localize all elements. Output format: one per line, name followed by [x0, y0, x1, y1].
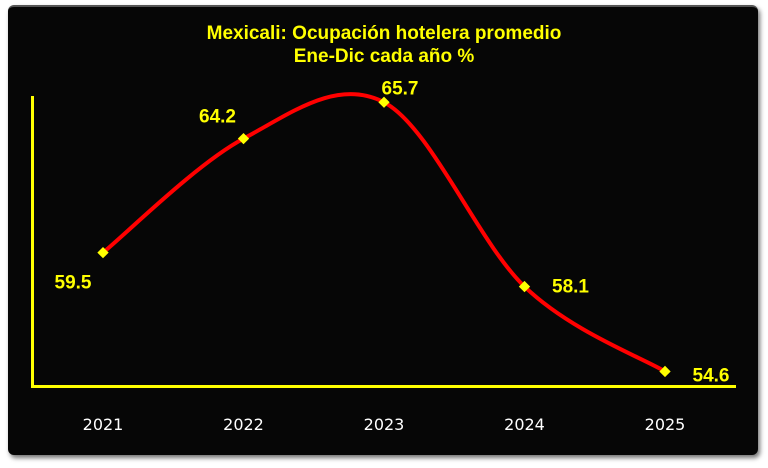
x-tick-label: 2025 [645, 415, 686, 434]
data-point-marker [237, 132, 250, 145]
x-tick-label: 2022 [223, 415, 264, 434]
chart-subtitle: Ene-Dic cada año % [293, 46, 475, 67]
data-label: 59.5 [55, 273, 92, 294]
x-tick-label: 2024 [504, 415, 545, 434]
data-label: 65.7 [382, 78, 419, 99]
chart-frame [8, 5, 758, 455]
chart-title: Mexicali: Ocupación hotelera promedio [206, 23, 562, 44]
data-point-marker [518, 280, 531, 293]
data-point-marker [659, 365, 671, 378]
data-label: 64.2 [199, 107, 236, 128]
x-tick-label: 2021 [83, 415, 124, 434]
data-label: 54.6 [693, 365, 730, 386]
series-line [101, 92, 667, 374]
chart-title-block: Mexicali: Ocupación hotelera promedio En… [0, 22, 768, 68]
data-label: 58.1 [552, 277, 589, 298]
x-tick-label: 2023 [364, 415, 405, 434]
